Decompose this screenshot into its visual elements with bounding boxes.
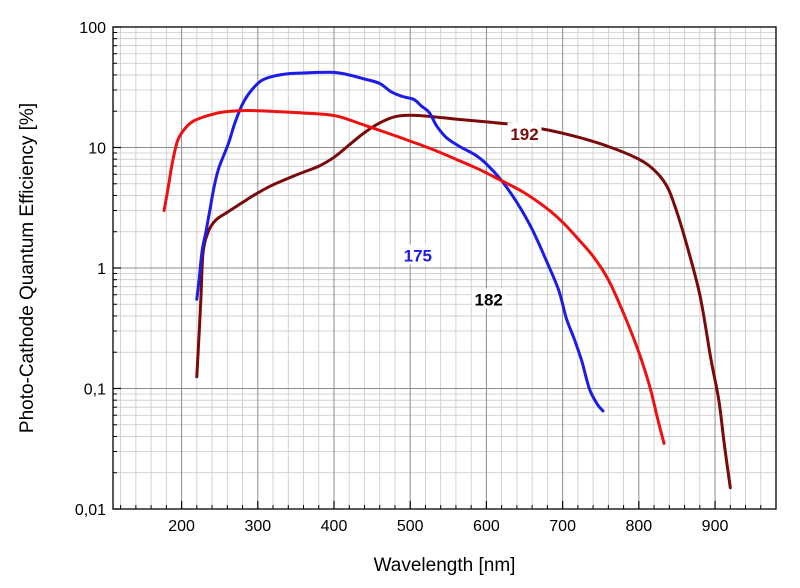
x-tick-label: 400 — [321, 518, 348, 535]
y-tick-label: 10 — [88, 141, 106, 158]
series-label-182: 182 — [475, 290, 503, 309]
series-label-bg — [471, 288, 506, 309]
series-lines — [162, 70, 732, 490]
y-tick-labels: 0,01 0,1 1 10 100 — [75, 20, 106, 519]
x-tick-label: 900 — [702, 518, 729, 535]
x-tick-labels: 200 300 400 500 600 700 800 900 — [168, 518, 728, 535]
series-line-182 — [162, 109, 666, 445]
x-tick-label: 200 — [168, 518, 195, 535]
series-label-175: 175 — [404, 246, 432, 265]
y-axis-title: Photo-Cathode Quantum Efficiency [%] — [17, 103, 38, 433]
y-tick-label: 0,1 — [84, 382, 106, 399]
series-labels: 192 175 182 — [400, 122, 542, 309]
x-tick-label: 800 — [625, 518, 652, 535]
series-label-192: 192 — [510, 125, 538, 144]
x-tick-label: 500 — [397, 518, 424, 535]
axis-ticks — [113, 26, 762, 510]
series-line-192 — [195, 113, 732, 490]
y-tick-label: 0,01 — [75, 502, 106, 519]
x-tick-label: 600 — [473, 518, 500, 535]
x-axis-title: Wavelength [nm] — [374, 555, 516, 576]
y-tick-label: 1 — [97, 261, 106, 278]
series-label-bg — [400, 244, 435, 265]
y-tick-label: 100 — [79, 20, 106, 37]
series-line-175 — [195, 70, 605, 413]
series-label-bg — [507, 122, 542, 143]
x-tick-label: 300 — [244, 518, 271, 535]
x-tick-label: 700 — [549, 518, 576, 535]
